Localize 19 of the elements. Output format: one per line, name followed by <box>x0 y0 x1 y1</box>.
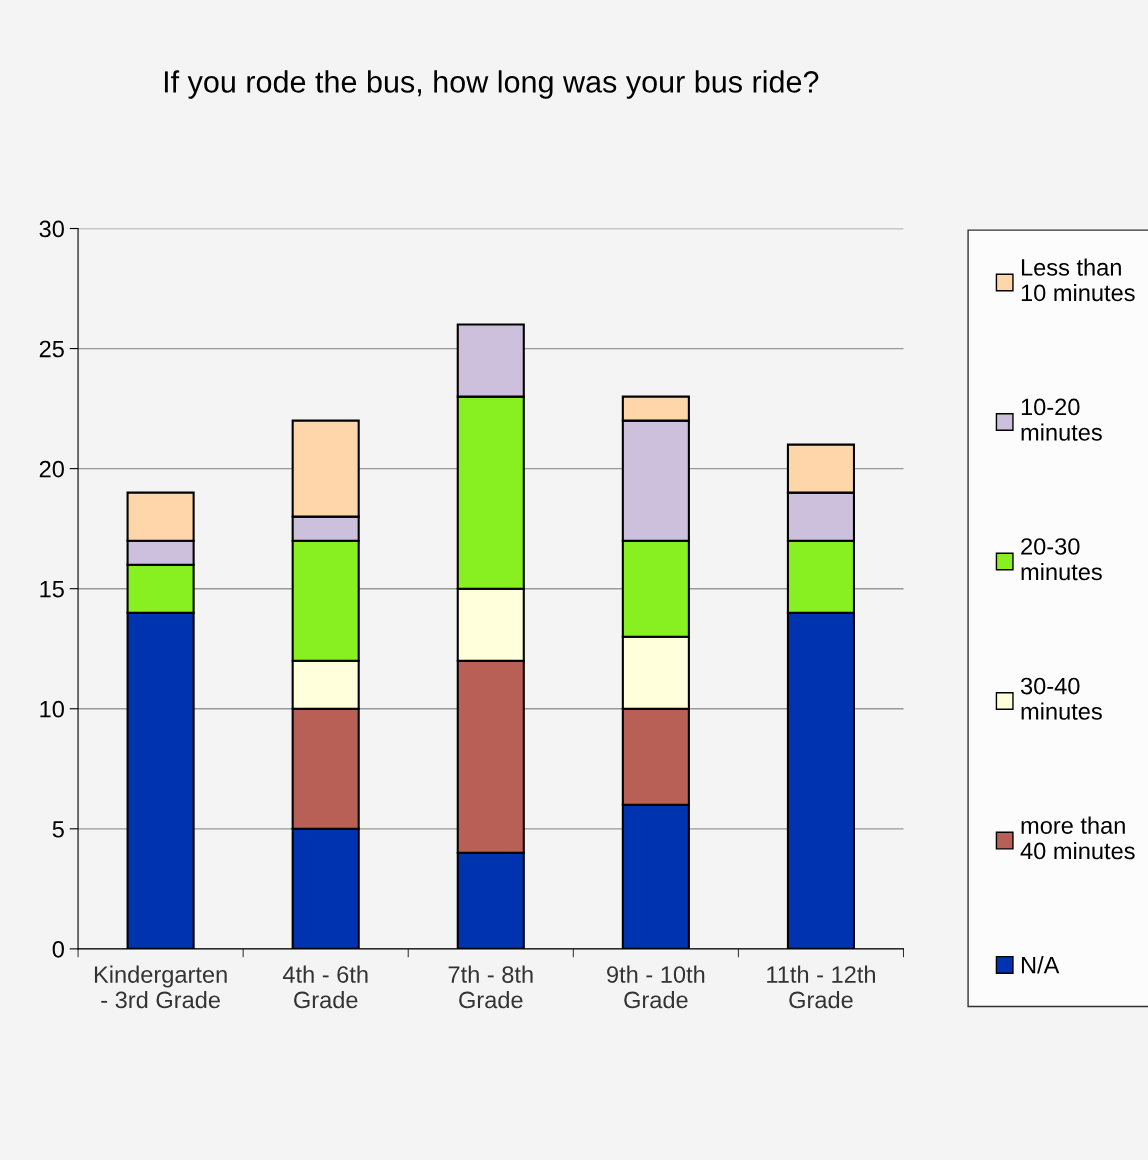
y-tick-label: 30 <box>39 220 64 238</box>
chart-title: If you rode the bus, how long was your bus ride? <box>164 70 819 99</box>
y-tick-label: 10 <box>40 700 64 718</box>
x-tick-label: 4th - 6th Grade <box>282 965 368 1009</box>
x-tick-label: Kindergarten - 3rd Grade <box>94 965 227 1009</box>
legend-label: N/A <box>1021 956 1060 974</box>
x-tick-label: 11th - 12th Grade <box>767 965 875 1009</box>
legend-label: 20-30 minutes <box>1021 538 1102 581</box>
x-tick-label: 9th - 10th Grade <box>607 965 705 1009</box>
legend-label: more than 40 minutes <box>1020 816 1135 860</box>
legend-label: 30-40 minutes <box>1020 677 1102 720</box>
y-tick-label: 25 <box>39 340 64 358</box>
x-tick-label: 7th - 8th Grade <box>448 965 533 1009</box>
legend-label: 10-20 minutes <box>1021 398 1102 441</box>
y-tick-label: 0 <box>52 940 64 958</box>
legend-label: Less than 10 minutes <box>1021 258 1135 302</box>
y-tick-label: 20 <box>39 460 64 478</box>
y-tick-label: 5 <box>52 821 64 838</box>
y-tick-label: 15 <box>40 581 64 598</box>
